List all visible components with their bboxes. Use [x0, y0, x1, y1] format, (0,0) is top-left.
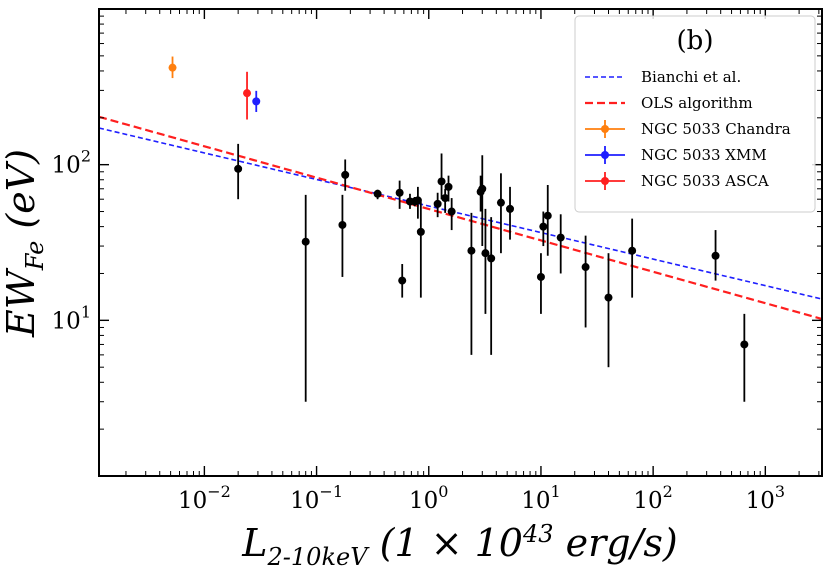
data-point	[395, 188, 404, 197]
data-point	[604, 293, 613, 302]
data-point	[467, 246, 476, 255]
y-axis-title: EWFe (eV)	[0, 149, 49, 338]
data-point	[628, 246, 637, 255]
data-point	[539, 222, 548, 231]
data-point	[444, 182, 453, 191]
data-point	[496, 198, 505, 207]
data-points	[168, 56, 749, 402]
legend-swatch-marker	[601, 125, 609, 133]
legend-swatch-marker	[601, 151, 609, 159]
y-tick-label: 102	[52, 147, 91, 179]
data-point	[413, 196, 422, 205]
data-point	[433, 199, 442, 208]
fit-line-bianchi-et-al-	[99, 127, 822, 300]
legend-swatch-marker	[601, 177, 609, 185]
x-tick-label: 101	[521, 482, 560, 514]
legend-label: Bianchi et al.	[641, 68, 741, 86]
data-point	[301, 237, 310, 246]
x-tick-label: 102	[633, 482, 672, 514]
x-tick-label: 103	[746, 482, 785, 514]
data-point	[168, 63, 177, 72]
data-point	[447, 207, 456, 216]
x-tick-label: 10−1	[290, 482, 343, 514]
data-point	[478, 184, 487, 193]
legend-box	[574, 15, 816, 213]
data-point	[252, 97, 261, 106]
fit-lines	[99, 115, 822, 321]
legend-panel-label: (b)	[677, 26, 714, 56]
legend: (b) Bianchi et al. OLS algorithm NGC 5033 C…	[574, 15, 816, 213]
legend-label: NGC 5033 ASCA	[641, 172, 769, 190]
legend-label: NGC 5033 Chandra	[641, 120, 791, 138]
plot-frame	[98, 8, 823, 477]
data-point	[481, 249, 490, 258]
data-point	[536, 272, 545, 281]
fit-line-ols-algorithm	[99, 115, 822, 321]
data-point	[556, 233, 565, 242]
data-point	[506, 204, 515, 213]
data-point	[416, 227, 425, 236]
x-tick-label: 100	[409, 482, 448, 514]
data-point	[341, 170, 350, 179]
data-point	[487, 254, 496, 263]
data-point	[234, 164, 243, 173]
data-point	[740, 340, 749, 349]
data-point	[398, 276, 407, 285]
data-point	[543, 211, 552, 220]
y-tick-label: 101	[52, 302, 91, 334]
x-tick-label: 10−2	[178, 482, 231, 514]
data-point	[373, 189, 382, 198]
data-point	[581, 263, 590, 272]
data-point	[711, 251, 720, 260]
legend-label: NGC 5033 XMM	[641, 146, 767, 164]
x-axis-title: L2-10keV (1 × 1043 erg/s)	[241, 520, 677, 569]
legend-label: OLS algorithm	[641, 94, 753, 112]
data-point	[437, 177, 446, 186]
data-point	[441, 194, 450, 203]
data-point	[338, 220, 347, 229]
data-point	[243, 89, 252, 98]
